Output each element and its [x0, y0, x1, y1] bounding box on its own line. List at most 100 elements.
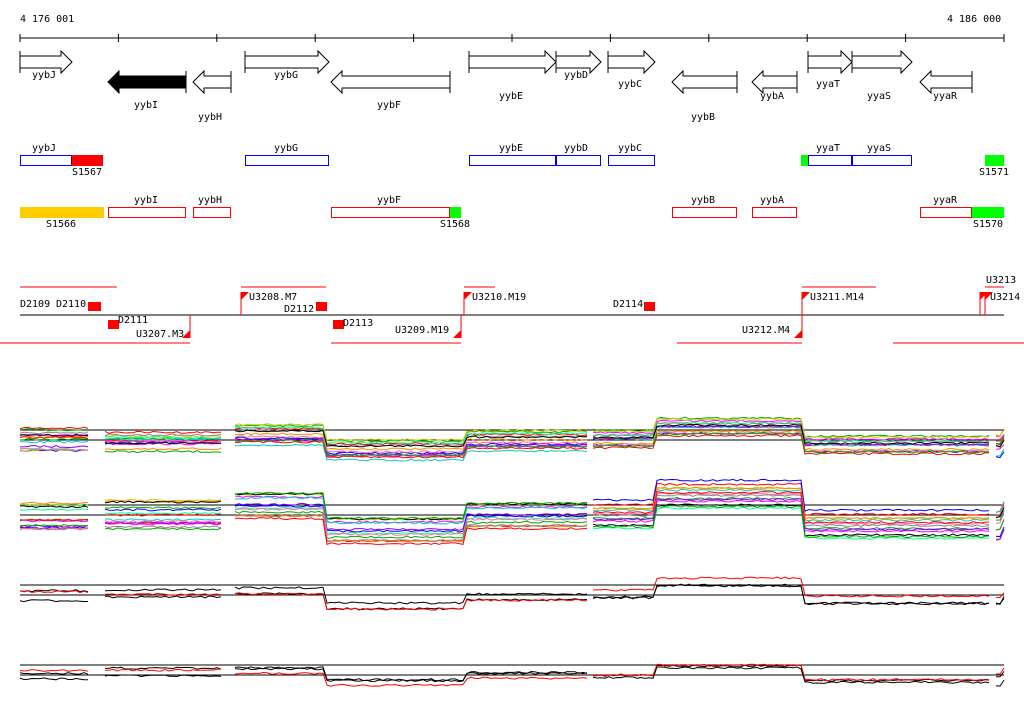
expression-profile: [104, 499, 222, 502]
expression-profile: [592, 488, 990, 522]
upshift-label-U3209.M19: U3209.M19: [395, 325, 450, 336]
reverse-track-yybB[interactable]: [672, 207, 737, 218]
expression-profile: [104, 500, 222, 504]
forward-track-yybD[interactable]: [556, 155, 601, 166]
expression-profile: [19, 428, 89, 432]
forward-track-yybG[interactable]: [245, 155, 329, 166]
expression-profile: [234, 671, 588, 687]
expression-profile: [104, 508, 222, 512]
expression-profile: [995, 510, 1005, 521]
upshift-flag: [182, 330, 190, 338]
expression-profile: [19, 437, 89, 441]
expression-profile: [234, 513, 588, 542]
expression-profile: [592, 576, 990, 598]
expression-profile: [104, 450, 222, 454]
expression-profile: [234, 435, 588, 454]
downshift-label-D2110: D2110: [56, 299, 87, 310]
expression-profile: [592, 417, 990, 439]
gene-label-yyaS: yyaS: [866, 91, 892, 102]
expression-profile: [19, 589, 89, 593]
forward-track-yybE[interactable]: [469, 155, 556, 166]
expression-profile: [592, 497, 990, 531]
expression-profile: [592, 491, 990, 525]
expression-profile: [995, 592, 1005, 599]
expression-profile: [19, 505, 89, 509]
expression-profile: [592, 478, 990, 512]
forward-track-label: yyaT: [815, 143, 841, 154]
forward-track-yyaS[interactable]: [852, 155, 912, 166]
reverse-track-yybH[interactable]: [193, 207, 231, 218]
reverse-track-label: yyaR: [932, 195, 958, 206]
reverse-track-S1568[interactable]: [450, 207, 461, 218]
expression-profile: [104, 441, 222, 445]
reverse-track-label: S1566: [45, 219, 77, 230]
expression-profile: [234, 432, 588, 451]
forward-track-label: yybJ: [31, 143, 57, 154]
upshift-flag: [794, 330, 802, 338]
forward-track-S1567[interactable]: [72, 155, 103, 166]
forward-track-label: yybG: [273, 143, 299, 154]
expression-profile: [234, 504, 588, 533]
reverse-track-yybI[interactable]: [108, 207, 186, 218]
expression-profile: [234, 437, 588, 456]
forward-track-label: yybC: [617, 143, 643, 154]
upshift-label-U3213: U3213: [986, 275, 1017, 286]
forward-track-yybJ[interactable]: [20, 155, 72, 166]
expression-profile: [104, 518, 222, 522]
reverse-track-S1566[interactable]: [20, 207, 104, 218]
downshift-label-D2109: D2109: [20, 299, 51, 310]
expression-profile: [19, 440, 89, 444]
upshift-flag: [464, 292, 472, 300]
gene-arrow-yybC: [607, 49, 656, 75]
forward-track-yyaT[interactable]: [808, 155, 852, 166]
gene-label-yybI: yybI: [133, 100, 159, 111]
expression-profile: [234, 592, 588, 611]
reverse-track-S1570[interactable]: [972, 207, 1004, 218]
forward-track-label: yybD: [563, 143, 589, 154]
gene-label-yybH: yybH: [197, 112, 223, 123]
upshift-label-U3208.M7: U3208.M7: [249, 292, 298, 303]
expression-profile: [995, 596, 1005, 606]
reverse-track-label: yybI: [133, 195, 159, 206]
expression-profile: [19, 599, 88, 603]
expression-profile: [104, 595, 222, 599]
upshift-flag: [453, 330, 461, 338]
expression-profile: [234, 438, 588, 457]
forward-track-label: S1567: [71, 167, 103, 178]
downshift-marker: [316, 302, 327, 311]
gene-label-yybG: yybG: [273, 70, 299, 81]
expression-profile: [995, 679, 1005, 687]
gene-arrow-yybE: [468, 49, 557, 75]
expression-profile: [234, 491, 587, 520]
expression-profile: [234, 586, 588, 605]
expression-profile: [592, 492, 990, 526]
gene-label-yyaR: yyaR: [932, 91, 958, 102]
expression-profile: [592, 584, 990, 606]
expression-profile: [19, 433, 89, 437]
expression-profile: [995, 429, 1005, 437]
ruler-end-label: 4 186 000: [947, 14, 1002, 25]
expression-profile: [592, 429, 990, 452]
expression-profile: [592, 482, 990, 516]
expression-profile: [995, 503, 1005, 516]
expression-profile: [104, 674, 222, 678]
forward-track-S1571[interactable]: [985, 155, 1004, 166]
expression-profile: [19, 668, 89, 672]
expression-profile: [592, 503, 990, 537]
expression-profile: [19, 523, 89, 527]
expression-profile: [592, 663, 990, 682]
expression-profile: [592, 666, 990, 684]
gene-arrow-yyaS: [851, 49, 913, 75]
expression-profile: [234, 507, 588, 536]
expression-profile: [592, 506, 990, 540]
expression-profile: [995, 512, 1005, 524]
gene-label-yybC: yybC: [617, 79, 643, 90]
reverse-track-yyaR[interactable]: [920, 207, 972, 218]
reverse-track-yybF[interactable]: [331, 207, 450, 218]
reverse-track-yybA[interactable]: [752, 207, 797, 218]
forward-track-segment[interactable]: [801, 155, 808, 166]
expression-profile: [19, 501, 88, 505]
upshift-label-U3214: U3214: [990, 292, 1021, 303]
expression-profile: [234, 440, 588, 459]
forward-track-yybC[interactable]: [608, 155, 655, 166]
